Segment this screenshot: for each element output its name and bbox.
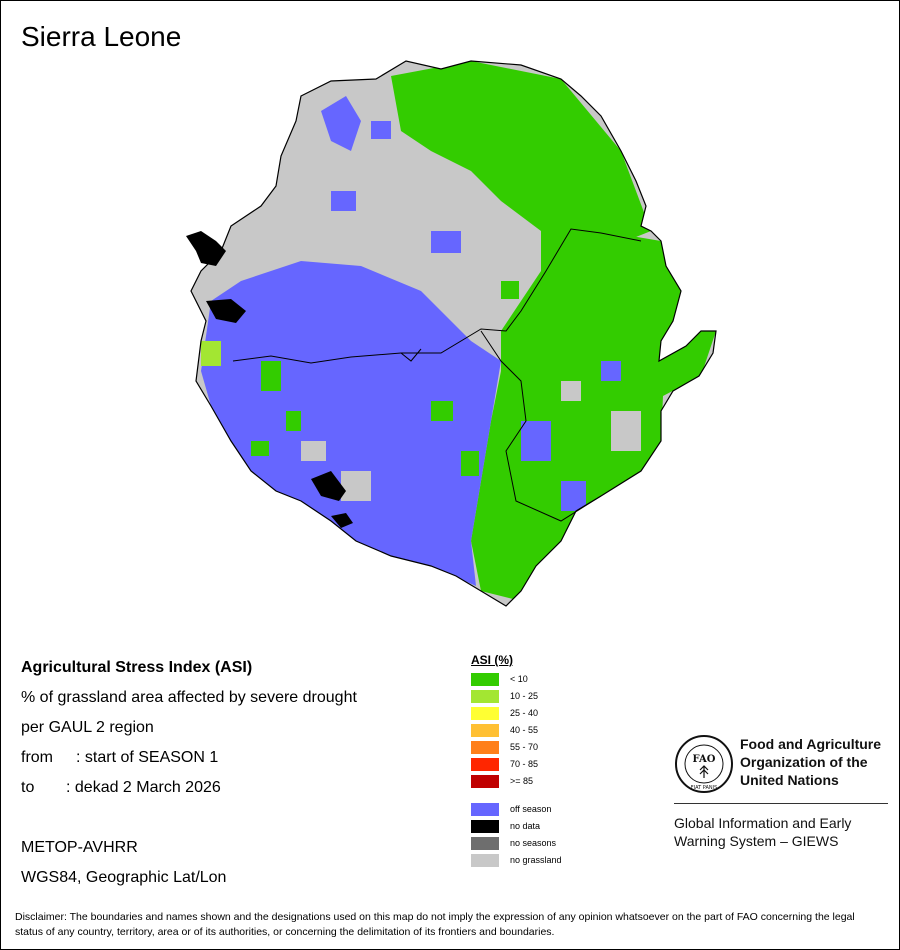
- legend-swatch: [471, 775, 499, 788]
- map-region-green-north: [391, 61, 651, 251]
- region-boundary-south: [480, 330, 602, 522]
- fao-logo-letters: FAO: [693, 754, 716, 765]
- country-map: [186, 60, 717, 607]
- fao-logo-motto: FIAT PANIS: [691, 785, 718, 791]
- map-title: Sierra Leone: [21, 21, 182, 52]
- estuary-west: [206, 299, 246, 323]
- estuary-south: [311, 471, 346, 501]
- info-region-level: per GAUL 2 region: [21, 719, 154, 736]
- divider: [674, 803, 888, 804]
- legend-swatch: [471, 803, 499, 816]
- legend-label: 70 - 85: [510, 759, 539, 769]
- legend-swatch: [471, 724, 499, 737]
- legend-label: no seasons: [510, 838, 557, 848]
- info-from-value: : start of SEASON 1: [76, 749, 219, 766]
- info-description: % of grassland area affected by severe d…: [21, 689, 357, 706]
- legend-label: >= 85: [510, 776, 534, 786]
- legend-label: 55 - 70: [510, 742, 539, 752]
- country-outline: [190, 60, 717, 607]
- legend-label: no grassland: [510, 855, 562, 865]
- info-sensor: METOP-AVHRR: [21, 839, 138, 856]
- info-to-value: : dekad 2 March 2026: [66, 779, 221, 796]
- legend-label: no data: [510, 821, 541, 831]
- legend-label: < 10: [510, 674, 528, 684]
- legend-label: off season: [510, 804, 552, 814]
- legend-swatch: [471, 820, 499, 833]
- legend-swatch: [471, 854, 499, 867]
- legend-swatch: [471, 707, 499, 720]
- map-region-offseason-north: [321, 96, 361, 151]
- estuary-coast: [331, 513, 353, 528]
- info-from-label: from: [21, 749, 53, 766]
- info-index-name: Agricultural Stress Index (ASI): [21, 659, 253, 676]
- fao-name-line3: United Nations: [740, 772, 839, 788]
- region-boundary-north: [232, 228, 642, 364]
- legend-title: ASI (%): [471, 653, 513, 667]
- fao-name-line1: Food and Agriculture: [740, 736, 882, 752]
- legend-label: 10 - 25: [510, 691, 539, 701]
- fao-name-line2: Organization of the: [740, 754, 868, 770]
- legend-swatch: [471, 673, 499, 686]
- estuary-north: [186, 231, 226, 266]
- giews-line2: Warning System – GIEWS: [674, 833, 839, 849]
- fao-logo: FAO FIAT PANIS: [675, 735, 733, 793]
- legend-swatch: [471, 837, 499, 850]
- region-boundary-west: [400, 348, 422, 362]
- legend-swatch: [471, 690, 499, 703]
- legend-swatch: [471, 758, 499, 771]
- legend-label: 40 - 55: [510, 725, 539, 735]
- map-region-offseason: [201, 261, 501, 586]
- giews-line1: Global Information and Early: [674, 815, 852, 831]
- disclaimer: Disclaimer: The boundaries and names sho…: [15, 911, 855, 938]
- legend-swatch: [471, 741, 499, 754]
- info-projection: WGS84, Geographic Lat/Lon: [21, 869, 227, 886]
- legend-label: 25 - 40: [510, 708, 539, 718]
- info-to-label: to: [21, 779, 35, 796]
